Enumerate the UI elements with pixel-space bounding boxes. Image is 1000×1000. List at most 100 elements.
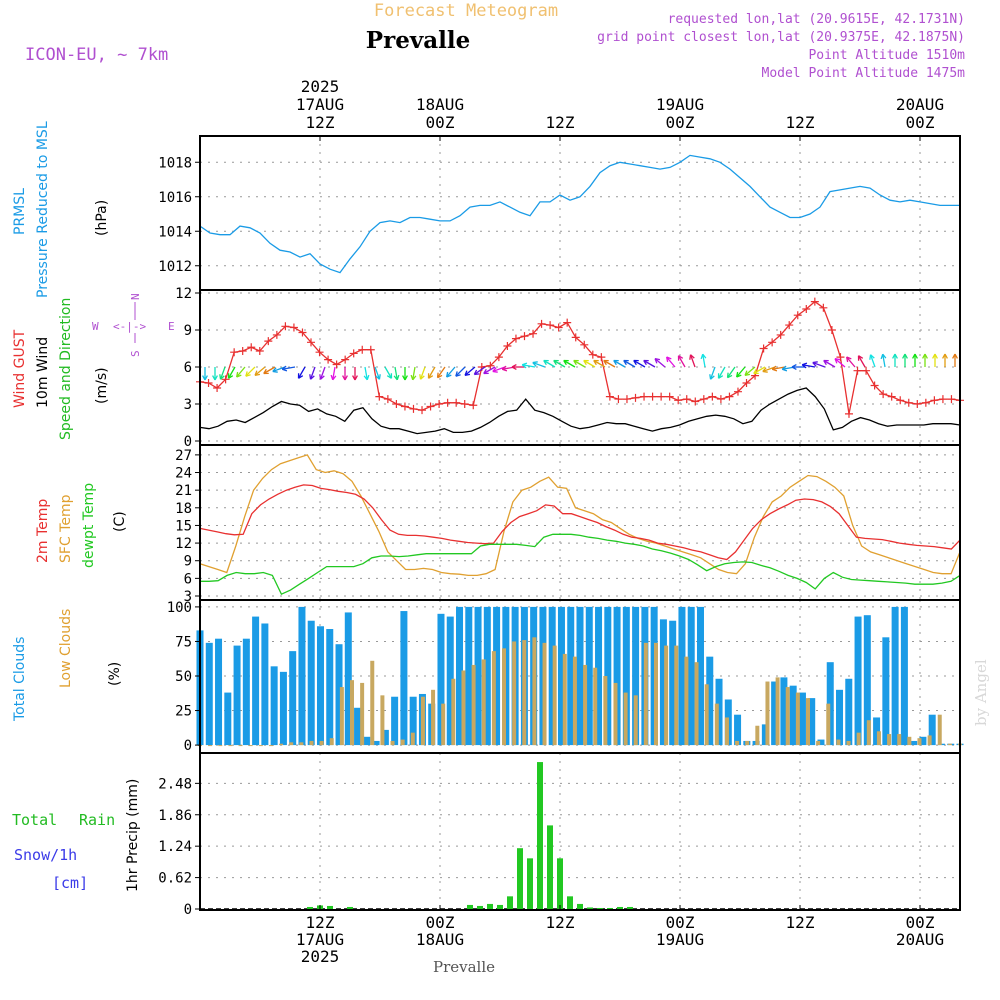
gust-marker bbox=[272, 330, 281, 339]
wind-dir-label: Speed and Direction bbox=[58, 298, 74, 440]
wind-arrow-head bbox=[700, 353, 707, 360]
low-cloud-bar bbox=[724, 717, 729, 746]
total-cloud-bar bbox=[372, 740, 380, 746]
total-cloud-bar bbox=[409, 696, 417, 746]
total-cloud-bar bbox=[780, 677, 788, 746]
cloud-labels: Total Clouds Low Clouds (%) bbox=[12, 609, 123, 722]
low-cloud-bar bbox=[218, 745, 223, 747]
precip-bar bbox=[587, 907, 593, 909]
gust-marker bbox=[887, 392, 896, 401]
wind-arrow-head bbox=[623, 359, 629, 366]
wind-arrow-head bbox=[402, 375, 408, 381]
precip-bar bbox=[547, 825, 553, 909]
y-tick-label: 100 bbox=[167, 600, 192, 616]
gust-marker bbox=[486, 361, 495, 370]
y-tick-label: 12 bbox=[175, 286, 192, 302]
gust-marker bbox=[460, 400, 469, 408]
clouds-unit: (%) bbox=[107, 662, 123, 686]
compass-icon: N S W E <-|-> bbox=[92, 293, 175, 357]
gust-marker bbox=[699, 395, 708, 404]
wind-arrow-head bbox=[922, 353, 928, 359]
wind-arrow bbox=[689, 354, 696, 368]
total-cloud-bar bbox=[446, 616, 454, 746]
low-cloud-bar bbox=[420, 696, 425, 746]
gust-marker bbox=[255, 346, 264, 355]
y-tick-label: 3 bbox=[184, 397, 192, 413]
wind-arrow bbox=[702, 354, 706, 368]
low-cloud-bar bbox=[907, 736, 912, 746]
gust-marker bbox=[554, 323, 563, 332]
low-cloud-bar bbox=[532, 637, 537, 746]
wind-arrow bbox=[532, 361, 546, 368]
gust-marker bbox=[383, 395, 392, 404]
gust-marker bbox=[785, 321, 794, 330]
gust-marker bbox=[324, 355, 333, 364]
low-cloud-bar bbox=[268, 745, 273, 747]
gust-marker bbox=[631, 393, 640, 402]
wind-arrow bbox=[869, 354, 876, 368]
wind-arrow-head bbox=[227, 373, 234, 379]
low-cloud-bar bbox=[684, 656, 689, 746]
gust-marker bbox=[904, 398, 913, 407]
total-cloud-bar bbox=[854, 616, 862, 746]
wind-arrow-head bbox=[892, 353, 898, 359]
low-cloud-bar bbox=[339, 687, 344, 746]
y-tick-label: 1014 bbox=[158, 224, 192, 240]
precip-bar bbox=[617, 906, 623, 909]
gust-marker bbox=[511, 334, 520, 343]
y-tick-label: 27 bbox=[175, 448, 192, 464]
gust-marker bbox=[819, 303, 828, 312]
gust-marker bbox=[853, 366, 862, 375]
low-cloud-bar bbox=[927, 735, 932, 746]
wind-arrow-head bbox=[771, 365, 778, 372]
total-cloud-bar bbox=[261, 623, 269, 746]
wind-arrow-head bbox=[245, 371, 251, 377]
wind-arrow-head bbox=[254, 370, 261, 376]
wind-arrow bbox=[666, 356, 676, 368]
bottom-time-label: 17AUG bbox=[296, 930, 344, 949]
wind-arrow bbox=[254, 366, 266, 376]
temp-labels: 2m Temp SFC Temp dewpt Temp (C) bbox=[35, 483, 128, 568]
gust-marker bbox=[588, 350, 597, 359]
wind-arrow bbox=[553, 359, 566, 368]
wind-arrow bbox=[464, 366, 476, 376]
y-tick-label: 50 bbox=[175, 669, 192, 685]
gust-marker bbox=[204, 379, 213, 388]
wind-arrow-head bbox=[236, 371, 242, 378]
total-cloud-bar bbox=[873, 717, 881, 746]
wind-arrow bbox=[319, 366, 326, 380]
wind-arrow bbox=[882, 354, 886, 368]
gust-marker bbox=[571, 333, 580, 342]
low-cloud-bar bbox=[299, 742, 304, 746]
y-tick-label: 1.86 bbox=[158, 808, 192, 824]
gust-marker bbox=[913, 400, 922, 408]
gust-marker bbox=[580, 340, 589, 349]
gust-marker bbox=[768, 338, 777, 347]
total-cloud-bar bbox=[483, 606, 491, 746]
bottom-time-label: 19AUG bbox=[656, 930, 704, 949]
total-cloud-bar bbox=[817, 739, 825, 746]
gust-marker bbox=[264, 337, 273, 346]
low-clouds-label: Low Clouds bbox=[58, 609, 74, 688]
wind-arrow-head bbox=[717, 373, 724, 379]
wind-gust-label: Wind GUST bbox=[12, 329, 28, 408]
total-cloud-bar bbox=[316, 626, 324, 746]
wind-arrow-head bbox=[511, 364, 517, 370]
gust-marker bbox=[776, 330, 785, 339]
wind-arrow-head bbox=[857, 355, 864, 361]
gust-marker bbox=[691, 397, 700, 406]
gust-marker bbox=[896, 396, 905, 405]
wind-arrow-head bbox=[410, 374, 417, 381]
wind-arrow-head bbox=[654, 358, 661, 364]
precip-bar bbox=[567, 896, 573, 909]
gust-marker bbox=[836, 353, 845, 362]
wind-arrow-head bbox=[643, 359, 649, 366]
wind-arrow-head bbox=[689, 354, 695, 360]
wind-arrow-head bbox=[812, 361, 818, 367]
gust-marker bbox=[742, 379, 751, 388]
total-cloud-bar bbox=[836, 689, 844, 746]
wind-arrow-head bbox=[593, 359, 599, 366]
wind-arrow-head bbox=[762, 367, 768, 373]
low-cloud-bar bbox=[785, 687, 790, 746]
low-cloud-bar bbox=[593, 667, 598, 746]
